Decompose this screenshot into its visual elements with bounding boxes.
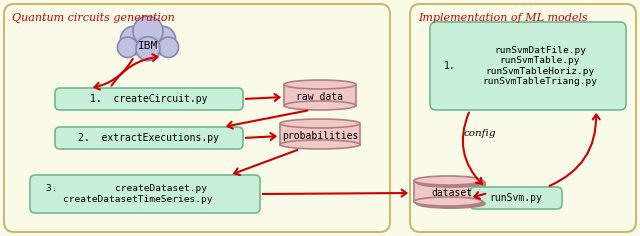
Polygon shape [284,84,356,105]
FancyBboxPatch shape [430,22,626,110]
Ellipse shape [417,178,485,187]
FancyBboxPatch shape [4,4,390,232]
Circle shape [158,37,179,58]
Circle shape [149,26,175,53]
Ellipse shape [284,80,356,89]
Ellipse shape [416,198,484,207]
Ellipse shape [414,176,482,185]
Ellipse shape [415,177,483,186]
FancyBboxPatch shape [125,41,171,56]
FancyBboxPatch shape [55,127,243,149]
Polygon shape [415,181,483,202]
FancyBboxPatch shape [55,88,243,110]
FancyBboxPatch shape [410,4,636,232]
Text: Implementation of ML models: Implementation of ML models [418,13,588,23]
Circle shape [133,16,163,46]
Text: config: config [464,130,496,139]
Circle shape [120,26,147,53]
Polygon shape [280,123,360,144]
Polygon shape [416,182,484,203]
Ellipse shape [414,197,482,206]
FancyBboxPatch shape [30,175,260,213]
Ellipse shape [280,119,360,128]
Text: dataset: dataset [431,188,472,198]
Circle shape [117,37,138,58]
FancyBboxPatch shape [470,187,562,209]
Text: 1.: 1. [444,61,456,71]
Polygon shape [417,183,485,204]
Polygon shape [414,181,482,202]
Ellipse shape [415,198,483,207]
Text: Quantum circuits generation: Quantum circuits generation [12,13,175,23]
Text: 2.  extractExecutions.py: 2. extractExecutions.py [79,133,220,143]
Ellipse shape [417,199,485,208]
Ellipse shape [416,177,484,186]
Text: runSvmDatFile.py
runSvmTable.py
runSvmTableHoriz.py
runSvmTableTriang.py: runSvmDatFile.py runSvmTable.py runSvmTa… [483,46,598,86]
Text: IBM: IBM [138,41,158,51]
Circle shape [136,37,160,61]
Text: 3.          createDataset.py
    createDatasetTimeSeries.py: 3. createDataset.py createDatasetTimeSer… [40,184,212,204]
Text: runSvm.py: runSvm.py [490,193,543,203]
Ellipse shape [280,140,360,149]
Text: raw data: raw data [296,92,344,102]
Text: 1.  createCircuit.py: 1. createCircuit.py [90,94,208,104]
Ellipse shape [284,101,356,110]
Text: probabilities: probabilities [282,131,358,141]
